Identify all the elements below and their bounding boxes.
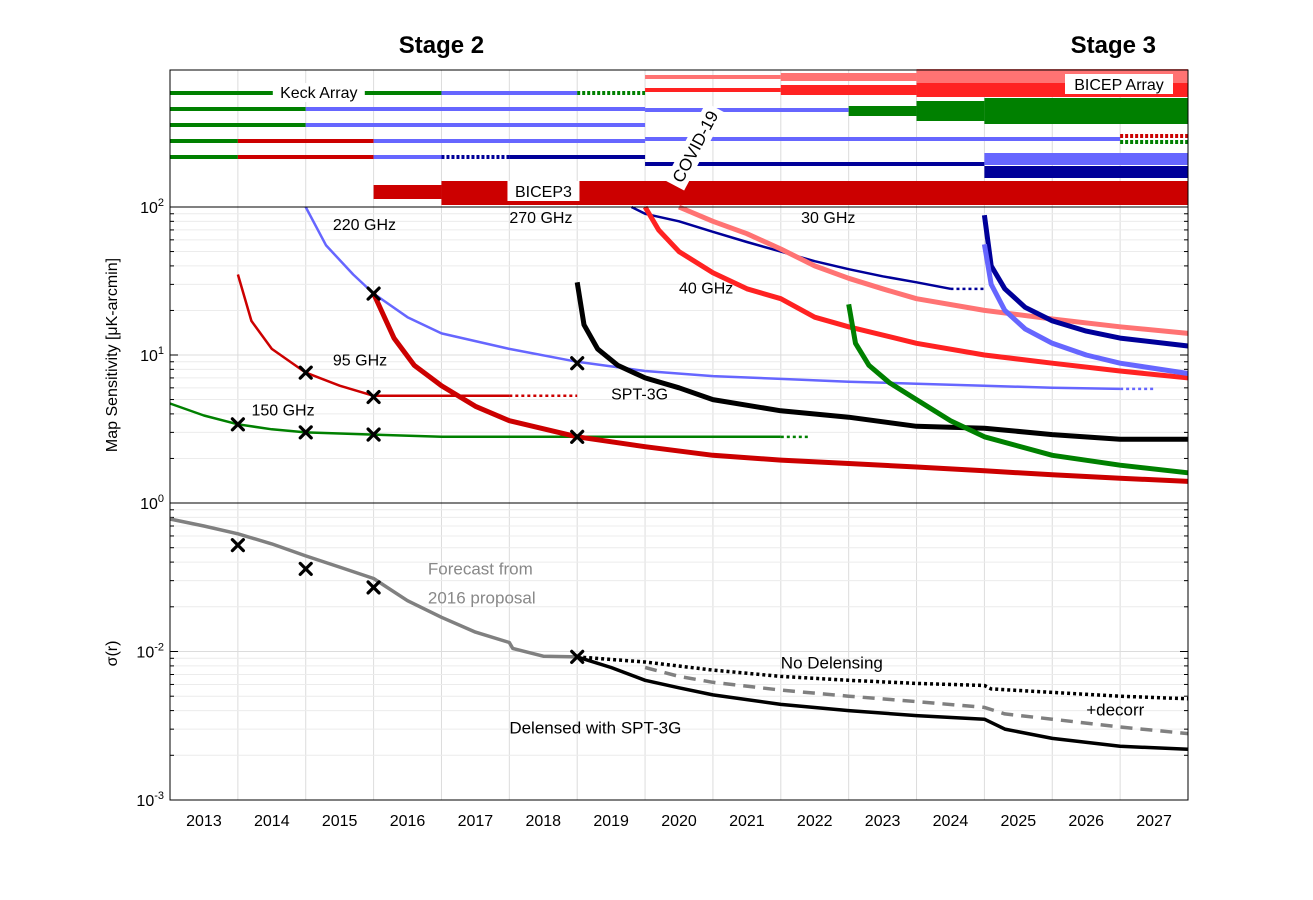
series-label-spt-3g: SPT-3G [611,387,668,404]
timeline-label-covid-19-bg [664,102,726,191]
series-no-delensing [577,655,1189,701]
data-point-marker [570,429,585,444]
series-label-forecast-from: Forecast from [428,560,533,579]
timeline-label-keck-array-bg [272,83,365,102]
data-point-marker [366,286,381,301]
x-tick-label: 2025 [1001,813,1037,830]
data-point-marker [570,356,585,371]
series-bicep-array-150-ghz [981,243,1189,376]
timeline-label-covid-19-group: COVID-19 [664,102,726,191]
series-label-delensed-with-spt-3g: Delensed with SPT-3G [509,719,681,738]
series-30-ghz [678,204,1189,336]
series-forecast-from-2016-proposal [169,517,578,659]
series-label-150-ghz: 150 GHz [251,403,314,420]
y-tick-label: 10-3 [136,790,164,810]
x-tick-label: 2014 [254,813,290,830]
series-220-ghz [304,206,1121,391]
x-tick-label: 2020 [661,813,697,830]
x-tick-label: 2015 [322,813,358,830]
data-point-marker [366,580,381,595]
sensitivity-panel: 220 GHz 270 GHz 30 GHz 40 GHz 95 GHz 150 GHz S… [169,204,1189,504]
x-tick-label: 2021 [729,813,765,830]
x-tick-label: 2017 [458,813,494,830]
timeline-label-bicep3: BICEP3 [515,184,572,201]
x-tick-label: 2013 [186,813,222,830]
y-tick-label: 100 [140,493,164,513]
series-bicep3-95-ghz [371,292,1189,484]
data-point-marker [366,389,381,405]
series-95-ghz [236,274,510,398]
timeline-panel: Keck Array BICEP3 BICEP Array COVID-19 [169,69,1189,208]
y-axis-labels: 100 101 102 10-3 10-2 Map Sensitivity [μK-arc… [104,197,164,810]
x-tick-label: 2016 [390,813,426,830]
series-label-40-ghz: 40 GHz [679,281,733,298]
series-150-ghz [169,402,781,439]
sigma-r-y-axis-title: σ(r) [104,641,121,667]
series-label-no-delensing: No Delensing [781,653,883,672]
x-tick-label: 2027 [1136,813,1172,830]
series-label-95-ghz: 95 GHz [333,352,387,369]
y-tick-label: 101 [140,345,164,365]
timeline-label-bicep3-bg [507,181,580,201]
data-point-marker [230,538,245,553]
y-tick-label: 10-2 [136,642,164,662]
series-bicep-array-30-40-ghz [846,303,1189,476]
x-tick-label: 2019 [593,813,629,830]
stage-label-stage-3: Stage 3 [1071,32,1156,59]
series-label-270-ghz: 270 GHz [509,210,572,227]
x-tick-label: 2023 [865,813,901,830]
series-spt-3g [574,281,1188,442]
series-delensed-with-spt-3g [576,655,1189,751]
data-point-marker [230,417,245,432]
series-270-ghz [630,205,951,291]
series-label-30-ghz: 30 GHz [801,210,855,227]
x-tick-label: 2026 [1068,813,1104,830]
x-tick-label: 2022 [797,813,833,830]
sigma-r-panel: Forecast from 2016 proposal No Delensing +d… [169,502,1189,801]
sensitivity-y-axis-title: Map Sensitivity [μK-arcmin] [104,258,121,452]
data-point-marker [298,365,313,380]
timeline-label-bicep-array: BICEP Array [1074,77,1164,94]
timeline-label-covid-19: COVID-19 [669,108,723,186]
stage-label-stage-2: Stage 2 [399,32,484,59]
data-point-marker [366,427,381,442]
x-tick-label: 2018 [525,813,561,830]
series-label-decorr: +decorr [1086,701,1144,720]
series-label-220-ghz: 220 GHz [333,217,396,234]
series-40-ghz [642,205,1189,381]
sigma-r-frame [169,502,1189,801]
timeline-label-keck-array: Keck Array [280,85,357,102]
timeline-label-bicep-array-bg [1065,74,1173,94]
stage-labels: Stage 2 Stage 3 [399,32,1156,59]
y-tick-label: 102 [140,197,164,217]
series-bicep-array-220-270-ghz [981,214,1189,349]
data-point-marker [298,561,313,576]
data-point-marker [570,649,585,664]
series-label-2016-proposal: 2016 proposal [428,589,536,608]
x-tick-label: 2024 [933,813,969,830]
data-point-marker [298,425,313,440]
x-axis: 2013 2014 2015 2016 2017 2018 2019 2020 2021 2022… [186,813,1172,830]
